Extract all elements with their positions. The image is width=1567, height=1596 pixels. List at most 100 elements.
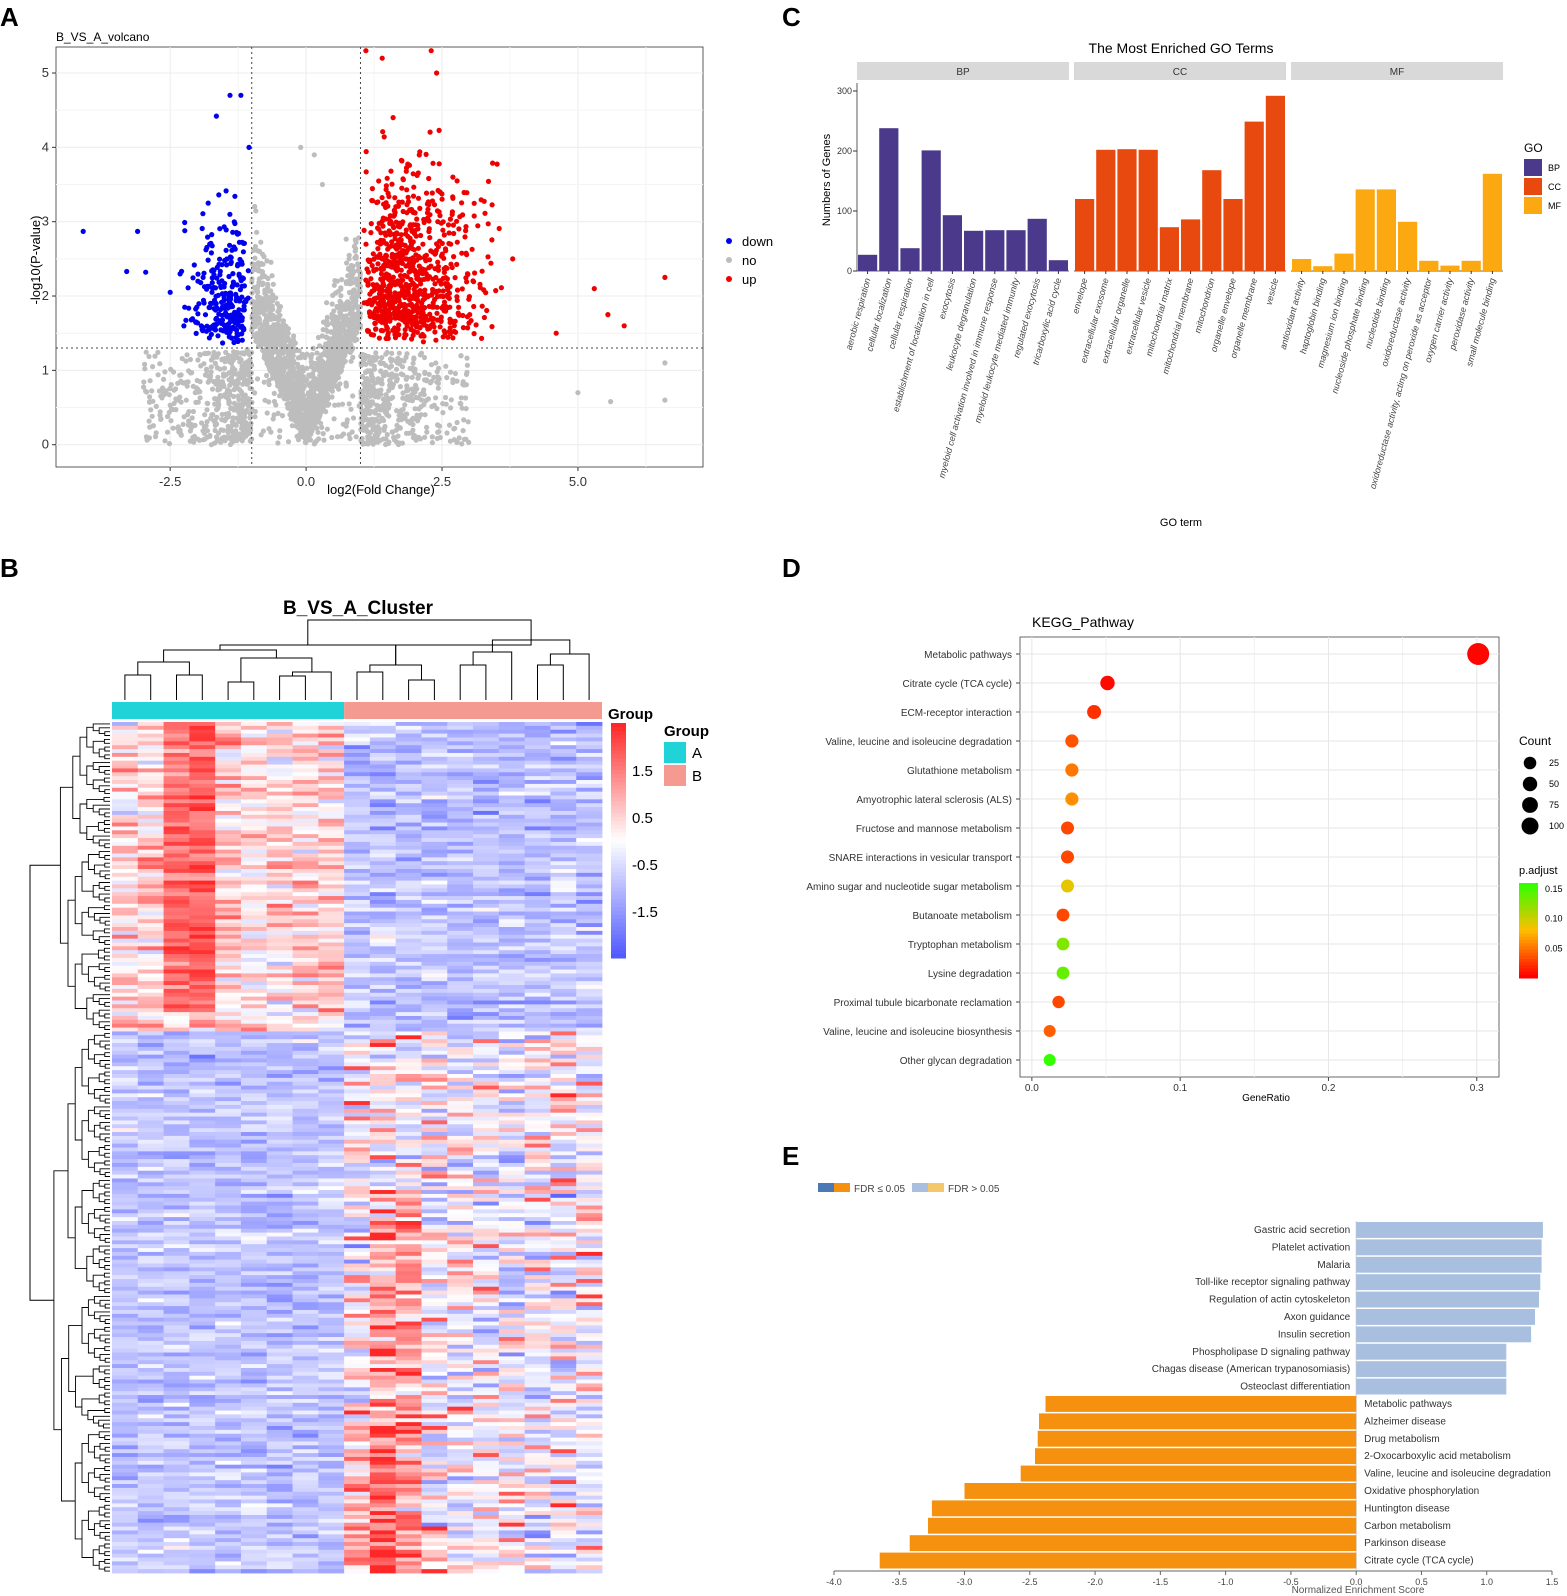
heatmap-cell bbox=[240, 787, 268, 793]
volcano-point-up bbox=[417, 205, 423, 211]
volcano-point-no bbox=[244, 396, 250, 402]
volcano-point-up bbox=[477, 281, 483, 287]
volcano-point-no bbox=[230, 415, 236, 421]
volcano-point-no bbox=[347, 281, 353, 287]
heatmap-cell bbox=[447, 822, 474, 827]
volcano-point-no bbox=[417, 436, 423, 442]
heatmap-cell bbox=[163, 780, 190, 785]
heatmap-cell bbox=[163, 768, 190, 773]
heatmap-cell bbox=[137, 799, 164, 804]
volcano-point-no bbox=[209, 386, 216, 392]
volcano-point-no bbox=[281, 333, 288, 339]
volcano-point-down bbox=[177, 271, 183, 277]
heatmap-cell bbox=[318, 919, 345, 924]
heatmap-cell bbox=[550, 780, 577, 785]
heatmap-cell bbox=[266, 791, 293, 796]
volcano-point-no bbox=[155, 372, 161, 378]
heatmap-cell bbox=[318, 752, 345, 758]
row-dendrogram-branch bbox=[104, 885, 110, 891]
volcano-point-up bbox=[488, 260, 494, 266]
heatmap-cell bbox=[473, 722, 500, 727]
heatmap-cell bbox=[550, 772, 577, 777]
heatmap-cell bbox=[266, 768, 293, 773]
volcano-point-no bbox=[254, 248, 261, 254]
heatmap-cell bbox=[524, 768, 551, 773]
heatmap-cell bbox=[473, 880, 500, 885]
volcano-point-up bbox=[373, 326, 379, 332]
volcano-point-up bbox=[460, 212, 466, 218]
volcano-point-no bbox=[323, 361, 329, 367]
heatmap-cell bbox=[163, 888, 190, 893]
volcano-point-up bbox=[404, 247, 410, 253]
volcano-point-up bbox=[364, 327, 371, 334]
heatmap-cell bbox=[524, 729, 551, 735]
volcano-point-no bbox=[259, 251, 266, 257]
heatmap-cell bbox=[318, 791, 345, 796]
volcano-point-up bbox=[479, 303, 485, 309]
heatmap-cell bbox=[498, 899, 526, 905]
heatmap-cell bbox=[137, 903, 164, 909]
volcano-point-up bbox=[430, 160, 436, 166]
volcano-point-up bbox=[424, 201, 430, 207]
volcano-point-no bbox=[299, 388, 305, 394]
volcano-point-no bbox=[298, 144, 304, 150]
heatmap-cell bbox=[189, 899, 216, 905]
heatmap-cell bbox=[344, 884, 371, 889]
volcano-point-no bbox=[146, 353, 152, 360]
heatmap-cell bbox=[112, 791, 139, 796]
volcano-point-no bbox=[339, 401, 346, 407]
volcano-point-no bbox=[259, 322, 265, 328]
heatmap-cell bbox=[498, 772, 526, 777]
heatmap-cell bbox=[292, 733, 319, 738]
volcano-point-no bbox=[276, 434, 283, 440]
row-dendrogram-branch bbox=[74, 1206, 87, 1270]
volcano-point-no bbox=[342, 358, 348, 364]
volcano-point-up bbox=[454, 178, 460, 184]
heatmap-cell bbox=[344, 795, 371, 800]
heatmap-cell bbox=[447, 814, 474, 820]
volcano-point-no bbox=[212, 360, 218, 366]
volcano-point-down bbox=[236, 230, 242, 237]
heatmap-cell bbox=[576, 764, 603, 769]
heatmap-cell bbox=[395, 799, 422, 804]
volcano-point-no bbox=[266, 361, 272, 367]
heatmap-cell bbox=[395, 752, 422, 758]
volcano-point-no bbox=[429, 434, 435, 440]
volcano-point-down bbox=[233, 291, 239, 297]
volcano-point-no bbox=[275, 359, 281, 365]
row-dendrogram-branch bbox=[104, 754, 110, 760]
heatmap-cell bbox=[266, 919, 293, 924]
volcano-point-down bbox=[225, 322, 231, 328]
volcano-point-down bbox=[226, 334, 232, 340]
volcano-point-up bbox=[421, 219, 427, 226]
heatmap-cell bbox=[395, 772, 422, 777]
heatmap-cell bbox=[421, 814, 448, 820]
volcano-point-down bbox=[135, 228, 141, 234]
heatmap-cell bbox=[473, 915, 500, 920]
volcano-point-no bbox=[274, 365, 280, 371]
heatmap-cell bbox=[550, 892, 577, 897]
heatmap-cell bbox=[524, 760, 551, 765]
volcano-point-no bbox=[262, 273, 268, 280]
volcano-point-no bbox=[372, 393, 379, 399]
row-dendrogram-branch bbox=[93, 1523, 100, 1536]
heatmap-cell bbox=[292, 752, 319, 758]
volcano-point-no bbox=[199, 420, 205, 426]
volcano-point-up bbox=[375, 246, 381, 252]
volcano-point-no bbox=[168, 366, 174, 372]
heatmap-cell bbox=[189, 907, 216, 912]
volcano-point-no bbox=[220, 381, 226, 388]
heatmap-cell bbox=[369, 760, 397, 765]
heatmap-cell bbox=[395, 915, 422, 920]
heatmap-cell bbox=[266, 749, 293, 754]
panel-label-c: C bbox=[782, 2, 801, 32]
heatmap-cell bbox=[447, 884, 474, 889]
row-dendrogram-branch bbox=[104, 1400, 110, 1406]
heatmap-cell bbox=[137, 826, 164, 831]
heatmap-cell bbox=[240, 892, 268, 897]
heatmap-cell bbox=[524, 888, 551, 893]
volcano-point-no bbox=[414, 386, 420, 392]
volcano-point-no bbox=[332, 278, 338, 284]
heatmap-cell bbox=[344, 822, 371, 827]
volcano-point-no bbox=[380, 372, 386, 378]
